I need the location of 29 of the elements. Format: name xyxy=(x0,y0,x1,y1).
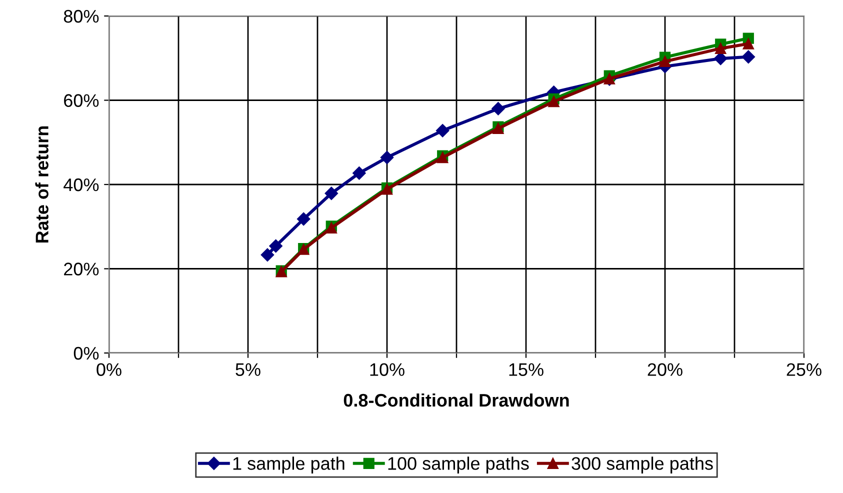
x-tick-label: 15% xyxy=(509,363,544,376)
point xyxy=(352,166,366,180)
x-tick-label: 5% xyxy=(236,363,260,376)
y-tick-label: 40% xyxy=(64,178,99,192)
y-tick-label: 80% xyxy=(64,10,99,23)
point xyxy=(260,248,274,262)
x-tick-label: 20% xyxy=(648,363,682,376)
y-tick-label: 20% xyxy=(64,262,99,276)
y-tick-label: 60% xyxy=(64,94,99,107)
x-tick-label: 25% xyxy=(786,363,822,376)
point xyxy=(492,102,505,116)
point xyxy=(380,150,394,164)
y-axis-title: Rate of return xyxy=(35,126,48,242)
point xyxy=(742,50,755,64)
point xyxy=(269,239,282,253)
legend-label: 100 sample paths xyxy=(388,456,529,474)
point xyxy=(436,124,450,138)
x-axis-title: 0.8-Conditional Drawdown xyxy=(344,393,569,407)
y-tick-label: 0% xyxy=(74,346,99,360)
point xyxy=(297,212,310,226)
point xyxy=(742,38,754,50)
x-tick-label: 0% xyxy=(96,363,122,376)
point xyxy=(324,186,338,200)
point xyxy=(548,96,560,108)
point xyxy=(715,42,726,54)
legend-label: 1 sample path xyxy=(233,456,344,474)
legend-label: 300 sample paths xyxy=(572,456,713,474)
point xyxy=(659,56,671,68)
x-tick-label: 10% xyxy=(370,363,404,376)
